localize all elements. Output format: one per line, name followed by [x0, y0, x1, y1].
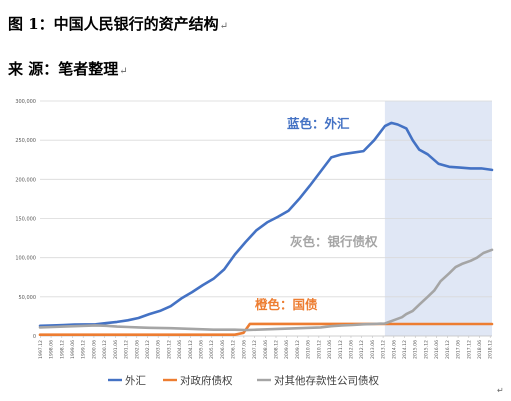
- x-tick-label: 2006.06: [220, 340, 226, 359]
- paragraph-mark: ↵: [119, 66, 128, 77]
- x-tick-label: 2012.06: [348, 340, 354, 359]
- x-tick-label: 2015.06: [413, 340, 419, 359]
- x-tick-label: 2010.12: [316, 340, 322, 359]
- source-line: 来 源：笔者整理↵: [8, 58, 128, 79]
- x-tick-label: 2003.06: [156, 340, 162, 359]
- x-tick-label: 2001.12: [124, 340, 130, 359]
- series-line-对政府债权: [38, 322, 494, 336]
- legend-label: 对政府债权: [180, 374, 233, 387]
- x-tick-label: 2007.12: [252, 340, 258, 359]
- x-tick-label: 2006.12: [231, 340, 237, 359]
- x-tick-label: 2002.12: [145, 340, 151, 359]
- y-tick-label: 0: [33, 334, 36, 340]
- x-tick-label: 2011.06: [327, 340, 333, 359]
- y-tick-label: 100,000: [15, 256, 36, 262]
- y-axis-ticks: 0 50,000 100,000 150,000 200,000 250,000 300,0…: [15, 99, 36, 340]
- source-line-text: 来 源：笔者整理: [8, 60, 119, 78]
- paragraph-mark: ↵: [497, 386, 504, 395]
- y-tick-label: 300,000: [15, 99, 36, 105]
- x-tick-label: 2001.06: [113, 340, 119, 359]
- legend-label: 外汇: [125, 374, 146, 387]
- annotation-label: 橙色：国债: [255, 297, 318, 312]
- y-tick-label: 150,000: [15, 217, 36, 223]
- x-tick-label: 2013.06: [370, 340, 376, 359]
- x-tick-label: 2016.12: [445, 340, 451, 359]
- x-tick-label: 2015.12: [423, 340, 429, 359]
- x-tick-label: 2017.12: [466, 340, 472, 359]
- y-tick-label: 250,000: [15, 138, 36, 144]
- x-tick-label: 2003.12: [166, 340, 172, 359]
- x-tick-label: 1997.12: [38, 340, 44, 359]
- annotation-label: 灰色：银行债权: [290, 234, 378, 249]
- x-tick-label: 2018.06: [477, 340, 483, 359]
- series-line-外汇: [38, 121, 494, 328]
- x-tick-label: 2017.06: [456, 340, 462, 359]
- x-tick-label: 2008.12: [273, 340, 279, 359]
- x-tick-label: 1999.06: [70, 340, 76, 359]
- x-tick-label: 2014.06: [391, 340, 397, 359]
- x-tick-label: 1998.06: [49, 340, 55, 359]
- x-tick-label: 2000.12: [102, 340, 108, 359]
- line-chart: 0 50,000 100,000 150,000 200,000 250,000 300,0…: [15, 99, 504, 395]
- x-tick-label: 2008.06: [263, 340, 269, 359]
- legend-label: 对其他存款性公司债权: [274, 374, 379, 387]
- x-tick-label: 2005.12: [209, 340, 215, 359]
- x-tick-label: 2016.06: [434, 340, 440, 359]
- paragraph-mark: ↵: [219, 21, 229, 32]
- x-tick-label: 2002.06: [134, 340, 140, 359]
- y-tick-label: 200,000: [15, 177, 36, 183]
- x-tick-label: 2009.12: [295, 340, 301, 359]
- series-line-对其他存款性公司债权: [38, 248, 494, 332]
- legend: 外汇 对政府债权 对其他存款性公司债权 ↵: [108, 374, 504, 395]
- x-tick-label: 2012.12: [359, 340, 365, 359]
- x-tick-label: 2013.12: [381, 340, 387, 359]
- x-axis-ticks: 1997.12 1998.06 1998.12 1999.06 1999.12 2000.…: [38, 336, 494, 359]
- x-tick-label: 2010.06: [306, 340, 312, 359]
- annotation-label: 蓝色：外汇: [287, 116, 350, 131]
- x-tick-label: 2014.12: [402, 340, 408, 359]
- x-tick-label: 2009.06: [284, 340, 290, 359]
- x-tick-label: 2004.06: [177, 340, 183, 359]
- x-tick-label: 2018.12: [488, 340, 494, 359]
- x-tick-label: 2004.12: [188, 340, 194, 359]
- series-lines: [38, 121, 494, 336]
- x-tick-label: 1998.12: [59, 340, 65, 359]
- x-tick-label: 2007.06: [241, 340, 247, 359]
- x-tick-label: 2000.06: [91, 340, 97, 359]
- figure-caption-text: 图 1：中国人民银行的资产结构: [8, 15, 219, 33]
- y-tick-label: 50,000: [19, 295, 37, 301]
- x-tick-label: 2011.12: [338, 340, 344, 359]
- figure-caption: 图 1：中国人民银行的资产结构↵: [8, 13, 228, 34]
- x-tick-label: 2005.06: [199, 340, 205, 359]
- x-tick-label: 1999.12: [81, 340, 87, 359]
